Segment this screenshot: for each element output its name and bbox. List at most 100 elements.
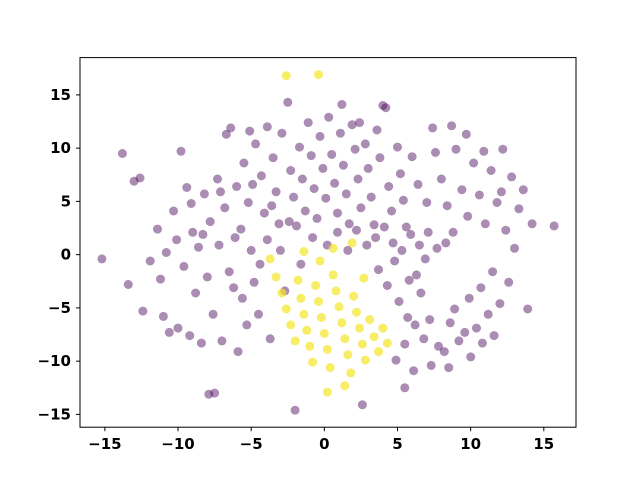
scatter-point-cluster-yellow <box>352 307 361 317</box>
scatter-point-cluster-yellow <box>360 355 370 365</box>
scatter-point-cluster-yellow <box>346 368 356 378</box>
scatter-point-cluster-purple <box>374 265 383 275</box>
scatter-point-cluster-purple <box>164 327 174 337</box>
scatter-point-cluster-purple <box>518 185 528 195</box>
scatter-point-cluster-purple <box>464 293 474 303</box>
scatter-point-cluster-purple <box>275 245 285 255</box>
scatter-point-cluster-purple <box>355 118 364 128</box>
scatter-point-cluster-yellow <box>290 336 300 346</box>
scatter-point-cluster-purple <box>439 347 449 357</box>
scatter-point-cluster-purple <box>196 338 206 348</box>
scatter-point-cluster-yellow <box>382 338 392 348</box>
scatter-point-cluster-purple <box>360 139 370 149</box>
scatter-point-cluster-purple <box>321 193 331 203</box>
y-tick-label: −5 <box>48 299 71 317</box>
scatter-point-cluster-purple <box>507 172 517 182</box>
scatter-point-cluster-purple <box>123 280 133 289</box>
scatter-point-cluster-purple <box>229 283 239 293</box>
scatter-point-cluster-purple <box>476 283 486 293</box>
scatter-point-cluster-purple <box>243 198 253 207</box>
y-tick-label: −15 <box>38 405 71 423</box>
scatter-point-cluster-purple <box>454 336 464 346</box>
scatter-point-cluster-yellow <box>328 243 338 253</box>
scatter-point-cluster-purple <box>284 217 294 227</box>
scatter-point-cluster-purple <box>224 267 234 277</box>
scatter-point-cluster-purple <box>199 189 209 199</box>
scatter-point-cluster-yellow <box>305 341 315 351</box>
scatter-point-cluster-purple <box>246 245 256 255</box>
scatter-point-cluster-purple <box>315 131 325 141</box>
scatter-point-cluster-purple <box>431 147 440 157</box>
scatter-point-cluster-purple <box>353 174 363 184</box>
scatter-point-cluster-purple <box>501 225 511 235</box>
scatter-point-cluster-purple <box>387 206 397 216</box>
scatter-point-cluster-purple <box>216 187 225 197</box>
scatter-point-cluster-purple <box>382 281 392 290</box>
scatter-point-cluster-purple <box>271 187 281 197</box>
scatter-point-cluster-purple <box>447 121 457 131</box>
scatter-point-cluster-purple <box>394 297 404 306</box>
x-tick-label: −10 <box>161 435 194 453</box>
scatter-point-cluster-purple <box>198 229 208 239</box>
scatter-point-cluster-purple <box>265 334 275 344</box>
scatter-point-cluster-yellow <box>357 339 367 349</box>
y-tick-label: 15 <box>50 86 71 104</box>
scatter-point-cluster-purple <box>410 320 420 330</box>
scatter-point-cluster-purple <box>248 179 258 189</box>
scatter-point-cluster-purple <box>129 176 139 186</box>
scatter-point-cluster-purple <box>423 227 433 237</box>
scatter-point-cluster-purple <box>409 366 419 376</box>
scatter-point-cluster-purple <box>474 190 484 200</box>
scatter-point-cluster-purple <box>194 242 203 252</box>
scatter-point-cluster-purple <box>527 219 537 229</box>
scatter-point-cluster-purple <box>489 331 499 341</box>
scatter-point-cluster-purple <box>337 100 347 109</box>
scatter-point-cluster-purple <box>486 166 496 175</box>
y-tick-label: 0 <box>61 246 71 264</box>
scatter-point-cluster-purple <box>226 123 236 133</box>
scatter-point-cluster-purple <box>378 101 388 110</box>
scatter-point-cluster-purple <box>434 341 443 351</box>
scatter-point-cluster-purple <box>498 144 508 154</box>
scatter-point-cluster-purple <box>318 163 328 173</box>
scatter-point-cluster-yellow <box>359 273 369 283</box>
scatter-point-cluster-purple <box>208 309 218 319</box>
scatter-point-cluster-purple <box>324 112 334 122</box>
scatter-point-cluster-purple <box>236 224 246 234</box>
x-tick-label: −15 <box>88 435 121 453</box>
scatter-point-cluster-purple <box>333 227 342 237</box>
scatter-point-cluster-purple <box>460 327 470 337</box>
scatter-point-cluster-purple <box>306 151 316 161</box>
scatter-point-cluster-purple <box>251 139 261 149</box>
y-tick-label: −10 <box>38 352 71 370</box>
scatter-point-cluster-yellow <box>337 318 347 328</box>
scatter-point-cluster-yellow <box>349 291 359 301</box>
scatter-point-cluster-yellow <box>299 309 309 319</box>
scatter-point-cluster-purple <box>395 169 405 179</box>
scatter-point-cluster-yellow <box>340 381 350 391</box>
scatter-point-cluster-purple <box>463 211 473 221</box>
scatter-point-cluster-purple <box>185 331 195 341</box>
scatter-point-cluster-purple <box>416 288 426 298</box>
x-tick-label: 15 <box>533 435 554 453</box>
scatter-point-cluster-purple <box>420 254 430 264</box>
scatter-point-cluster-purple <box>297 174 307 184</box>
scatter-point-cluster-purple <box>403 313 413 322</box>
scatter-point-cluster-purple <box>221 129 231 139</box>
scatter-point-cluster-purple <box>412 270 421 280</box>
scatter-point-cluster-purple <box>169 206 179 216</box>
scatter-point-cluster-purple <box>407 152 417 162</box>
scatter-point-cluster-purple <box>97 254 107 264</box>
scatter-point-cluster-purple <box>448 227 458 237</box>
x-tick-label: −5 <box>240 435 263 453</box>
scatter-point-cluster-purple <box>217 336 227 346</box>
scatter-point-cluster-purple <box>210 388 220 398</box>
scatter-point-cluster-purple <box>406 229 416 239</box>
scatter-point-cluster-purple <box>296 259 306 269</box>
x-tick-label: 5 <box>392 435 402 453</box>
scatter-point-cluster-purple <box>158 311 168 321</box>
scatter-point-cluster-purple <box>504 277 514 287</box>
scatter-point-cluster-yellow <box>325 363 335 373</box>
scatter-point-cluster-purple <box>523 304 533 314</box>
